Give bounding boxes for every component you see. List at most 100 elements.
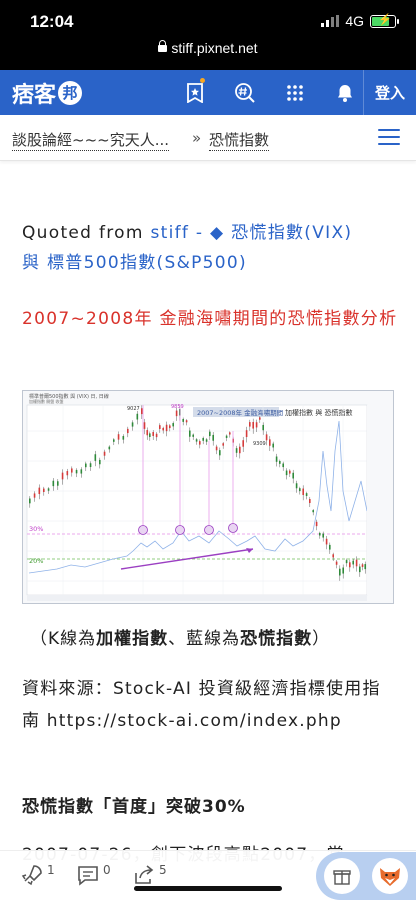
- share-count: 5: [159, 863, 167, 877]
- candle-body: [131, 422, 134, 427]
- candle-body: [295, 483, 298, 489]
- share-icon: [135, 865, 154, 884]
- candle-body: [272, 443, 274, 448]
- address-bar[interactable]: stiff.pixnet.net: [0, 40, 416, 70]
- pixnet-logo[interactable]: 痞客 邦: [12, 77, 83, 109]
- candle-body: [66, 471, 69, 476]
- candle-body: [52, 480, 55, 487]
- candle-body: [75, 469, 78, 474]
- grid-icon: [287, 84, 303, 101]
- hashtag-search-icon: [235, 82, 255, 103]
- chart-image[interactable]: 標準普爾500指數 與 (VIX) 日, 日線 加權指數 開盤 收盤 2007~…: [22, 390, 394, 604]
- candle-body: [80, 469, 83, 474]
- search-button[interactable]: [220, 70, 270, 115]
- bell-icon: [338, 84, 352, 102]
- caption-part: （K線為: [30, 629, 97, 649]
- candle-body: [99, 459, 101, 465]
- candle-body: [117, 434, 120, 440]
- candle-body: [249, 422, 251, 427]
- candle-body: [269, 439, 271, 446]
- candle-body: [222, 443, 224, 446]
- breadcrumb-blog-link[interactable]: 談股論經~~~究天人...: [12, 131, 170, 151]
- caption-bold-k: 加權指數: [96, 629, 169, 649]
- candle-body: [289, 470, 291, 474]
- candle-body: [202, 437, 204, 441]
- candle-body: [57, 481, 59, 486]
- comment-count: 0: [103, 863, 111, 877]
- breadcrumb-category-link[interactable]: 恐慌指數: [209, 131, 270, 151]
- menu-icon[interactable]: [378, 129, 400, 145]
- candle-body: [33, 493, 36, 498]
- candle-body: [259, 417, 261, 420]
- login-button[interactable]: 登入: [363, 70, 416, 115]
- candle-body: [342, 567, 344, 574]
- candle-body: [225, 435, 228, 438]
- candle-body: [149, 433, 151, 438]
- quote-link-continued[interactable]: 與 標普500指數(S&P500): [22, 253, 247, 273]
- candle-body: [239, 446, 241, 454]
- candle-body: [159, 425, 161, 429]
- candle-body: [245, 430, 248, 438]
- notification-dot: [200, 78, 205, 83]
- comment-icon: [78, 866, 98, 886]
- candle-body: [127, 428, 129, 434]
- caption-part: 、藍線為: [168, 629, 241, 649]
- mascot-button[interactable]: [372, 858, 408, 894]
- candle-body: [108, 446, 111, 450]
- chart-caption: （K線為加權指數、藍線為恐慌指數）: [30, 624, 330, 649]
- red-heading: 2007~2008年 金融海嘯期間的恐慌指數分析: [22, 309, 398, 329]
- network-label: 4G: [345, 13, 364, 29]
- candle-body: [361, 564, 364, 567]
- candle-body: [143, 422, 146, 429]
- candle-body: [172, 423, 174, 427]
- notifications-button[interactable]: [320, 70, 370, 115]
- candle-body: [299, 488, 301, 492]
- candle-body: [332, 554, 334, 558]
- breadcrumb: 談股論經~~~究天人... » 恐慌指數: [0, 115, 416, 161]
- candle-body: [352, 560, 354, 565]
- signal-icon: [321, 15, 340, 27]
- bookmark-button[interactable]: [170, 70, 220, 115]
- section-heading: 恐慌指數「首度」突破30%: [22, 797, 246, 817]
- peak-circles: [138, 523, 238, 535]
- gift-button[interactable]: [324, 858, 360, 894]
- candle-body: [113, 439, 115, 442]
- candle-body: [215, 446, 218, 451]
- candle-body: [329, 544, 331, 550]
- candle-body: [315, 521, 318, 527]
- chart-legend: 加權指數 與 恐慌指數: [285, 408, 352, 417]
- battery-icon: ⚡: [370, 14, 399, 28]
- quote-link[interactable]: stiff - ◆ 恐慌指數(VIX): [150, 223, 353, 243]
- caption-bold-vix: 恐慌指數: [240, 629, 313, 649]
- like-count: 1: [47, 863, 55, 877]
- candle-body: [38, 487, 41, 495]
- candle-body: [185, 420, 188, 423]
- candle-body: [364, 564, 367, 570]
- trend-arrowhead: [246, 548, 253, 553]
- clock: 12:04: [30, 12, 74, 31]
- candle-body: [103, 451, 106, 456]
- comment-button[interactable]: 0: [76, 863, 111, 887]
- candle-body: [252, 421, 254, 429]
- quote-paragraph: Quoted from stiff - ◆ 恐慌指數(VIX) 與 標普500指…: [22, 218, 398, 278]
- home-indicator: [134, 886, 282, 891]
- share-button[interactable]: 5: [132, 863, 167, 887]
- chart-svg: 標準普爾500指數 與 (VIX) 日, 日線 加權指數 開盤 收盤 2007~…: [26, 393, 391, 601]
- brand-text: 痞客: [12, 82, 57, 108]
- candle-body: [339, 568, 341, 576]
- candle-body: [262, 424, 264, 431]
- candle-body: [89, 463, 92, 468]
- candle-body: [319, 532, 321, 536]
- chart-header-line1: 標準普爾500指數 與 (VIX) 日, 日線: [29, 393, 109, 400]
- candle-body: [43, 488, 45, 492]
- candle-body: [122, 436, 125, 440]
- gift-icon: [333, 870, 351, 885]
- peak-label-b: 9859: [171, 404, 184, 410]
- candle-body: [325, 538, 328, 545]
- candle-body: [152, 432, 154, 436]
- candle-body: [305, 493, 308, 496]
- like-button[interactable]: 1: [20, 863, 55, 887]
- candle-body: [322, 533, 324, 538]
- peak-markers: [142, 405, 234, 529]
- apps-button[interactable]: [270, 70, 320, 115]
